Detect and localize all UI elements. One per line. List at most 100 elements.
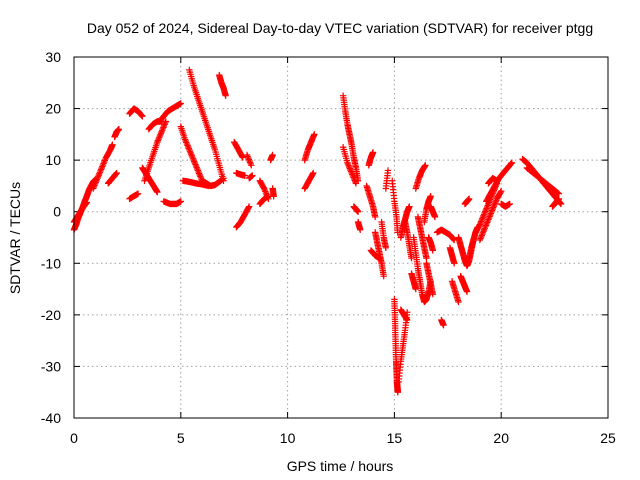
data-point — [190, 156, 197, 164]
data-point — [181, 136, 189, 143]
data-point — [96, 170, 103, 177]
data-point — [490, 204, 497, 211]
data-point — [346, 163, 353, 171]
series-arc-bo — [549, 195, 563, 210]
data-point — [194, 165, 201, 173]
data-point — [479, 215, 486, 222]
data-point — [97, 167, 104, 175]
data-point — [100, 160, 107, 167]
series-arc-ab — [339, 92, 362, 184]
data-point — [134, 190, 142, 197]
series-arc-az — [433, 226, 458, 244]
data-point — [244, 153, 251, 160]
data-point — [380, 272, 387, 280]
y-tick-label: 0 — [53, 204, 61, 220]
data-point — [155, 134, 163, 141]
x-tick-label: 15 — [387, 430, 403, 446]
series-arc-ag — [365, 149, 377, 169]
data-point — [311, 131, 318, 138]
data-point — [497, 188, 504, 196]
data-point — [350, 174, 357, 181]
series-arc-z — [301, 131, 318, 164]
data-point — [154, 188, 161, 196]
data-point — [485, 216, 492, 223]
data-point — [189, 155, 197, 162]
data-point — [477, 235, 484, 242]
data-point — [99, 163, 106, 170]
data-point — [93, 176, 101, 183]
data-point — [354, 208, 362, 215]
data-point — [191, 159, 199, 167]
tick-labels: 0 5 10 15 20 25 -40 -30 -20 -10 0 10 20 30 — [41, 49, 616, 446]
data-point — [477, 218, 485, 225]
x-tick-label: 5 — [177, 430, 185, 446]
data-point — [384, 167, 392, 174]
data-point — [427, 193, 434, 200]
data-point — [195, 168, 202, 176]
data-point — [348, 169, 355, 177]
data-point — [160, 124, 167, 131]
data-point — [157, 131, 164, 138]
data-point — [138, 112, 145, 119]
data-point — [158, 127, 166, 134]
data-point — [479, 230, 486, 238]
data-point — [156, 132, 163, 140]
series-arc-bc — [448, 278, 462, 306]
series-arc-f — [126, 105, 146, 120]
data-point — [92, 179, 99, 186]
data-point — [95, 172, 102, 179]
data-point — [404, 316, 411, 324]
data-point — [238, 153, 246, 160]
data-point — [376, 254, 383, 262]
data-point — [195, 170, 203, 177]
series-arc-b — [70, 199, 91, 226]
series-arc-i — [141, 118, 170, 184]
data-point — [157, 130, 165, 137]
series-arc-d — [111, 126, 123, 141]
data-points — [70, 66, 565, 396]
data-point — [440, 321, 447, 329]
data-point — [99, 161, 107, 169]
x-tick-label: 20 — [493, 430, 509, 446]
data-point — [98, 164, 105, 172]
data-point — [492, 198, 499, 205]
data-point — [508, 159, 516, 166]
series-arc-bk — [485, 174, 501, 187]
series-arc-ad — [350, 203, 362, 215]
data-point — [482, 222, 490, 229]
data-point — [487, 210, 495, 217]
data-point — [349, 172, 357, 180]
data-point — [241, 172, 249, 179]
series-arc-q — [231, 138, 246, 161]
data-point — [371, 213, 379, 221]
data-point — [481, 225, 488, 232]
data-point — [477, 233, 485, 241]
data-point — [245, 154, 252, 162]
data-point — [197, 173, 204, 180]
series-arc-r — [233, 169, 249, 179]
series-arc-at — [412, 162, 429, 192]
data-point — [245, 156, 253, 163]
series-arc-ba — [438, 316, 447, 329]
data-point — [555, 195, 563, 203]
data-point — [483, 219, 491, 226]
data-point — [184, 142, 191, 149]
data-point — [101, 158, 108, 166]
data-point — [394, 389, 402, 396]
data-point — [478, 232, 485, 239]
series-arc-c — [90, 141, 116, 192]
series-arc-x — [267, 151, 276, 164]
data-point — [158, 128, 165, 135]
series-arc-ae — [354, 218, 364, 233]
data-point — [507, 160, 514, 168]
data-point — [480, 228, 487, 235]
data-point — [480, 211, 488, 218]
data-point — [220, 177, 227, 184]
data-point — [369, 149, 377, 156]
data-point — [112, 170, 120, 177]
x-tick-label: 25 — [600, 430, 616, 446]
y-tick-label: 10 — [45, 152, 61, 168]
data-point — [239, 154, 246, 161]
data-point — [183, 139, 190, 146]
